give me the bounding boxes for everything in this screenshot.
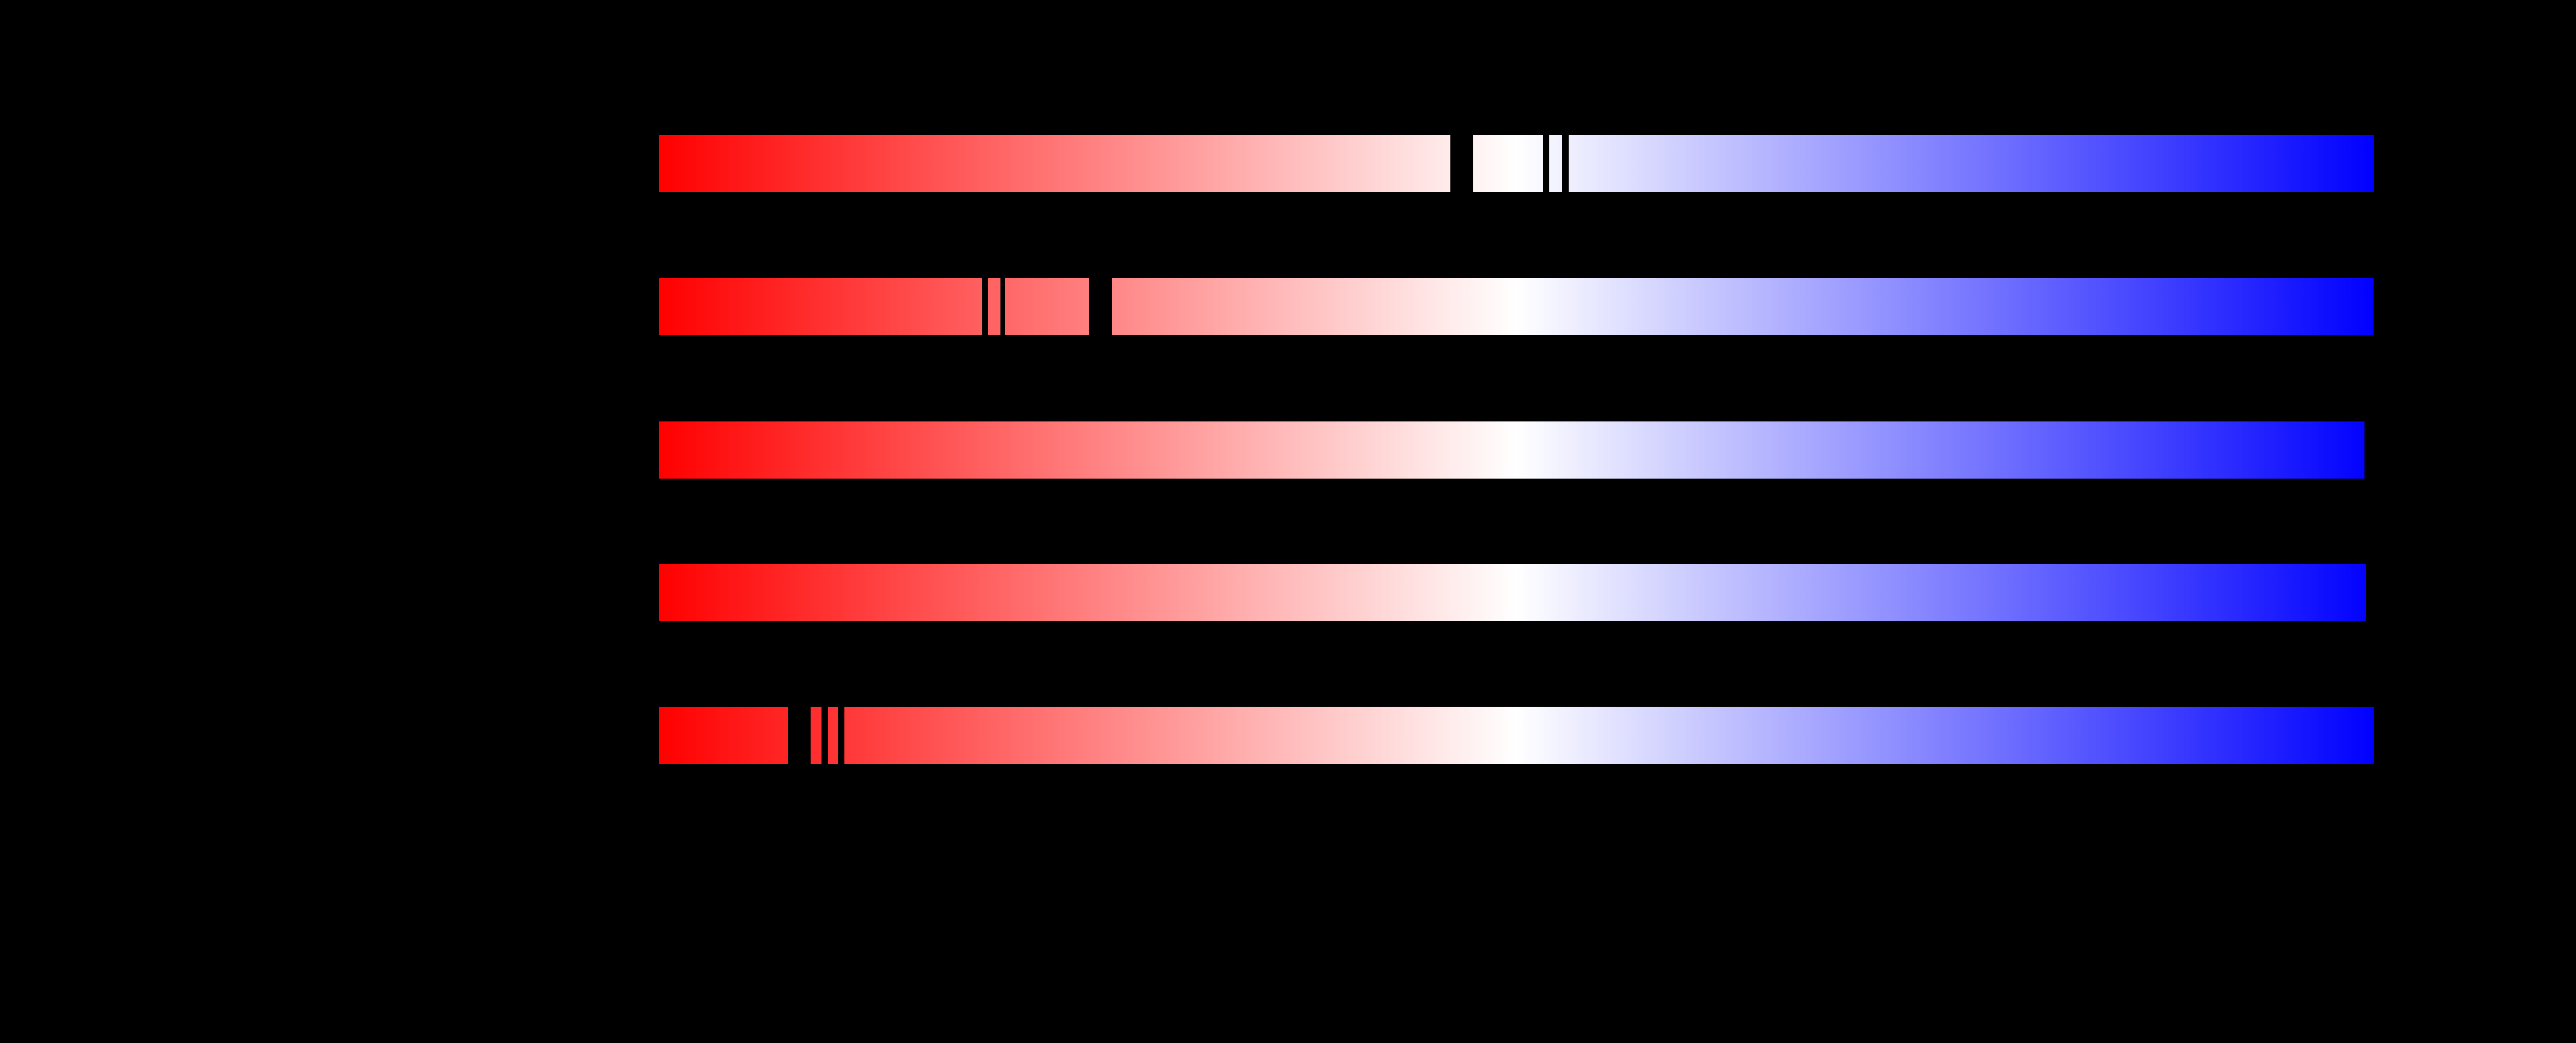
gradient-bar-segment [1005, 278, 1089, 335]
gradient-bar-segment [988, 278, 1000, 335]
gradient-bar-segment [657, 564, 2366, 621]
gradient-bar-segment [1473, 135, 1543, 192]
gradient-bar-segment [844, 707, 2374, 764]
gradient-bar-segment [811, 707, 822, 764]
gradient-bar-segment [659, 278, 982, 335]
gradient-bar-segment [1569, 135, 2374, 192]
gradient-bar-segment [1112, 278, 2374, 335]
gradient-bar-segment [1549, 135, 1562, 192]
gradient-bar-segment [659, 707, 788, 764]
gradient-bar-segment [828, 707, 838, 764]
gradient-bar-segment [659, 421, 2364, 479]
gradient-bar-segment [659, 135, 1450, 192]
